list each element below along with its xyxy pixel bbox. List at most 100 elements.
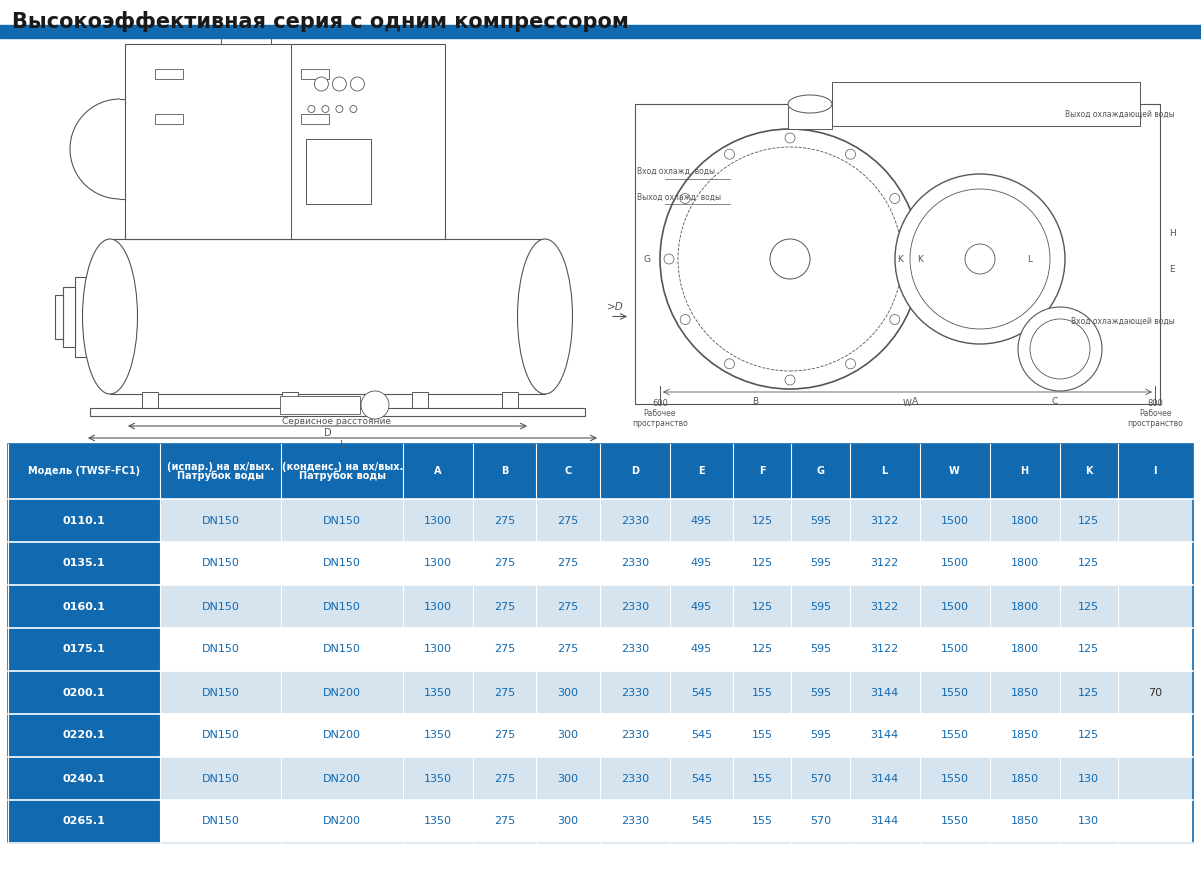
Circle shape (680, 315, 691, 324)
Text: 595: 595 (809, 731, 831, 741)
Text: DN150: DN150 (323, 516, 362, 525)
Bar (473, 800, 537, 843)
Bar (160, 585, 281, 628)
Circle shape (307, 106, 315, 113)
Text: 545: 545 (691, 687, 712, 698)
Bar (635, 104, 1160, 404)
Bar (734, 585, 791, 628)
Bar (404, 628, 473, 671)
Bar (8, 585, 160, 628)
Bar (473, 444, 537, 499)
Bar (670, 444, 734, 499)
Circle shape (770, 239, 809, 279)
Text: F: F (759, 467, 766, 477)
Bar (1059, 628, 1118, 671)
Circle shape (890, 194, 900, 204)
Bar (849, 499, 920, 542)
Text: 1500: 1500 (940, 516, 968, 525)
Bar (1059, 499, 1118, 542)
Bar (473, 628, 537, 671)
Bar (670, 499, 734, 542)
Text: 545: 545 (691, 731, 712, 741)
Bar (734, 714, 791, 757)
Text: 595: 595 (809, 602, 831, 612)
Text: D: D (631, 467, 639, 477)
Bar (1118, 499, 1193, 542)
Bar (670, 585, 734, 628)
Bar (849, 444, 920, 499)
Text: 1550: 1550 (940, 816, 968, 827)
Bar (990, 499, 1059, 542)
Bar (670, 628, 734, 671)
Text: 275: 275 (557, 516, 579, 525)
Text: E: E (1170, 265, 1175, 274)
Bar (8, 499, 160, 542)
Text: DN150: DN150 (202, 645, 240, 654)
Text: 595: 595 (809, 645, 831, 654)
Bar (160, 542, 281, 585)
Text: 0240.1: 0240.1 (62, 773, 106, 783)
Bar (281, 714, 404, 757)
Text: (конденс.) на вх/вых.: (конденс.) на вх/вых. (281, 462, 402, 472)
Bar (670, 800, 734, 843)
Bar (832, 82, 1140, 126)
Text: Вход охлажд. воды: Вход охлажд. воды (637, 167, 715, 176)
Bar (990, 585, 1059, 628)
Bar (0, 25, 1201, 38)
Bar (160, 800, 281, 843)
Circle shape (890, 315, 900, 324)
Text: 275: 275 (494, 687, 515, 698)
Text: DN200: DN200 (323, 731, 362, 741)
Circle shape (906, 254, 916, 264)
Bar (920, 628, 990, 671)
Text: 1350: 1350 (424, 816, 452, 827)
Text: DN200: DN200 (323, 687, 362, 698)
Text: Вход охлаждающей воды: Вход охлаждающей воды (1071, 317, 1175, 326)
Bar (281, 800, 404, 843)
Text: DN150: DN150 (323, 645, 362, 654)
Text: 275: 275 (494, 773, 515, 783)
Circle shape (1018, 307, 1103, 391)
Bar (537, 800, 599, 843)
Bar (142, 392, 159, 412)
Circle shape (785, 133, 795, 143)
Text: 300: 300 (557, 773, 579, 783)
Text: 1850: 1850 (1010, 687, 1039, 698)
Bar (670, 671, 734, 714)
Bar (281, 671, 404, 714)
Text: 1300: 1300 (424, 645, 452, 654)
Circle shape (680, 194, 691, 204)
Bar (599, 757, 670, 800)
Text: Модель (TWSF-FC1): Модель (TWSF-FC1) (28, 467, 141, 477)
Bar (791, 800, 849, 843)
Text: 275: 275 (494, 816, 515, 827)
Text: 1300: 1300 (424, 558, 452, 568)
Bar (1059, 444, 1118, 499)
Text: 125: 125 (752, 516, 773, 525)
Bar (920, 585, 990, 628)
Bar (849, 542, 920, 585)
Text: 2330: 2330 (621, 687, 649, 698)
Text: K: K (1085, 467, 1093, 477)
Bar (473, 757, 537, 800)
Text: 600: 600 (652, 399, 668, 408)
Bar (849, 800, 920, 843)
Bar (160, 499, 281, 542)
Text: 1800: 1800 (1010, 602, 1039, 612)
Bar (734, 628, 791, 671)
Bar (920, 757, 990, 800)
Text: 1850: 1850 (1010, 816, 1039, 827)
Bar (599, 800, 670, 843)
Bar (920, 542, 990, 585)
Bar (537, 714, 599, 757)
Text: B: B (752, 397, 758, 406)
Text: (испар.) на вх/вых.: (испар.) на вх/вых. (167, 462, 274, 472)
Bar (281, 628, 404, 671)
Circle shape (322, 106, 329, 113)
Bar (670, 542, 734, 585)
Bar (537, 628, 599, 671)
Bar (473, 714, 537, 757)
Bar (791, 542, 849, 585)
Text: 130: 130 (1078, 816, 1099, 827)
Text: Рабочее
пространство: Рабочее пространство (1127, 409, 1183, 428)
